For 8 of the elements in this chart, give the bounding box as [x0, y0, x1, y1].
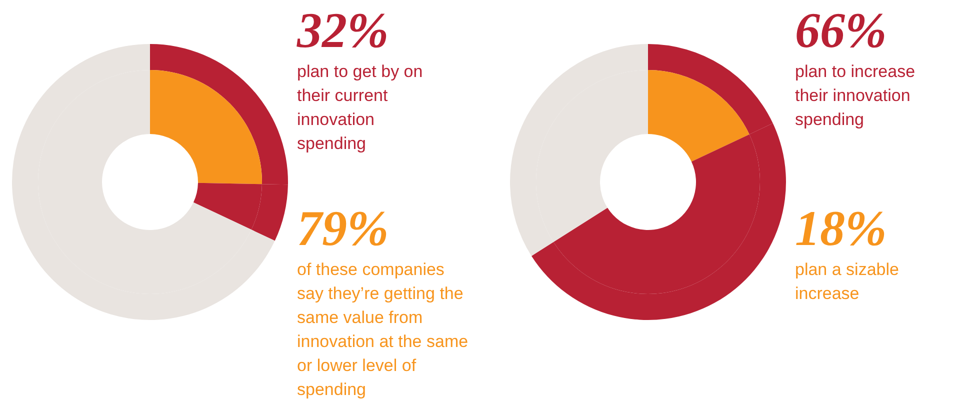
- text: plan a sizable increase: [795, 259, 900, 305]
- text: 79%: [297, 199, 390, 258]
- text: 66%: [795, 1, 888, 60]
- text: 32%: [297, 1, 390, 60]
- text: plan to get by on their current innovation spending: [297, 61, 424, 155]
- text: of these companies say they’re getting the same value from innovation at the same or lower level of spending: [297, 259, 470, 400]
- text: 18%: [795, 199, 888, 258]
- text: plan to increase their innovation spending: [795, 61, 916, 131]
